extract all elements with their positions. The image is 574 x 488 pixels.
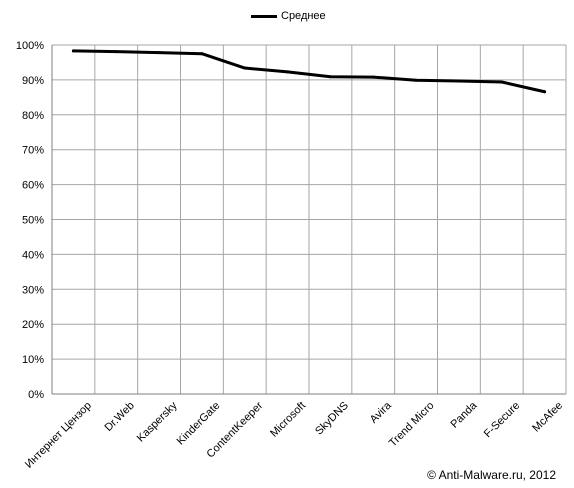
y-tick-label: 0% [28, 389, 44, 401]
x-tick-label: McAfee [530, 400, 565, 435]
data-point [457, 79, 461, 83]
y-tick-label: 80% [22, 110, 44, 122]
data-point [371, 75, 375, 79]
y-tick-label: 60% [22, 180, 44, 192]
y-tick-label: 50% [22, 215, 44, 227]
data-point [114, 50, 118, 54]
y-tick-label: 20% [22, 319, 44, 331]
data-point [328, 75, 332, 79]
x-tick-label: F-Secure [482, 400, 522, 440]
y-tick-label: 90% [22, 75, 44, 87]
legend-line-swatch [251, 14, 277, 18]
y-tick-label: 30% [22, 284, 44, 296]
x-tick-label: Dr.Web [103, 400, 137, 434]
copyright-credit: © Anti-Malware.ru, 2012 [427, 468, 556, 482]
legend-label: Среднее [281, 10, 326, 22]
x-tick-label: Trend Micro [387, 400, 437, 450]
x-tick-label: Avira [368, 399, 395, 426]
data-point [157, 51, 161, 55]
data-point [543, 90, 547, 94]
data-point [200, 52, 204, 56]
y-tick-label: 40% [22, 249, 44, 261]
data-point [500, 80, 504, 84]
x-tick-label: SkyDNS [313, 400, 351, 438]
data-point [243, 66, 247, 70]
x-tick-label: Microsoft [268, 400, 308, 440]
x-tick-label: Panda [448, 399, 480, 431]
y-tick-label: 70% [22, 145, 44, 157]
legend: Среднее [251, 10, 326, 22]
x-tick-label: Kaspersky [135, 399, 180, 444]
data-point [286, 70, 290, 74]
y-tick-label: 10% [22, 354, 44, 366]
data-point [71, 49, 75, 53]
y-tick-label: 100% [16, 40, 44, 52]
series-line [71, 49, 547, 94]
x-tick-label: Интернет Цензор [23, 400, 94, 471]
data-point [414, 78, 418, 82]
